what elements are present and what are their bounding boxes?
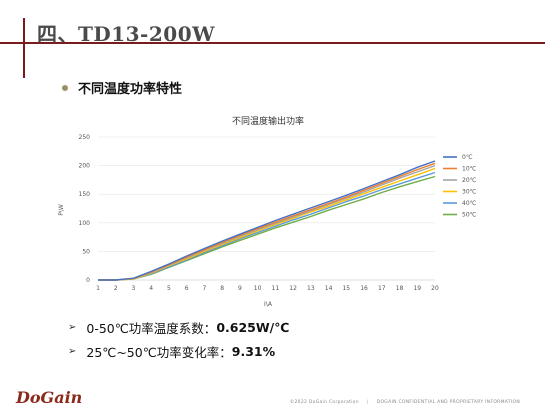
- section-bullet: 不同温度功率特性: [62, 78, 182, 97]
- x-tick-label: 4: [149, 285, 153, 292]
- legend-label: 50℃: [462, 212, 477, 219]
- x-tick-label: 8: [220, 285, 224, 292]
- chart-series: [98, 160, 436, 281]
- x-tick-label: 12: [289, 285, 297, 292]
- x-tick-label: 20: [431, 285, 439, 292]
- x-tick-label: 7: [203, 285, 207, 292]
- footer-copyright: ©2022 DoGain Corporation: [289, 400, 359, 405]
- stat-label: 0-50℃功率温度系数：: [86, 321, 217, 336]
- stat-row-change-rate: ➢ 25℃~50℃功率变化率： 9.31%: [68, 342, 275, 361]
- stat-row-coefficient: ➢ 0-50℃功率温度系数： 0.625W/℃: [68, 318, 289, 337]
- x-tick-label: 19: [413, 285, 421, 292]
- legend-label: 30℃: [462, 189, 477, 196]
- footer-confidential: DOGAIN CONFIDENTIAL AND PROPRIETARY INFO…: [376, 400, 520, 405]
- title-accent-bar: [23, 18, 25, 78]
- y-tick-label: 0: [86, 277, 90, 284]
- x-tick-label: 1: [96, 285, 100, 292]
- x-tick-label: 17: [378, 285, 386, 292]
- footer: ©2022 DoGain Corporation | DOGAIN CONFID…: [290, 400, 520, 405]
- x-tick-label: 13: [307, 285, 315, 292]
- arrow-bullet-icon: ➢: [68, 322, 77, 333]
- y-tick-label: 150: [79, 191, 91, 198]
- x-tick-label: 6: [185, 285, 189, 292]
- y-tick-label: 250: [79, 134, 91, 141]
- x-tick-label: 11: [272, 285, 280, 292]
- footer-separator: |: [366, 400, 369, 405]
- x-tick-label: 14: [325, 285, 333, 292]
- x-tick-label: 9: [238, 285, 242, 292]
- x-tick-label: 18: [396, 285, 404, 292]
- x-tick-label: 5: [167, 285, 171, 292]
- x-tick-label: 3: [132, 285, 136, 292]
- bullet-dot-icon: [62, 84, 68, 91]
- company-logo: DoGain: [16, 388, 83, 407]
- arrow-bullet-icon: ➢: [68, 346, 77, 357]
- chart-title: 不同温度输出功率: [232, 115, 304, 127]
- x-axis-label: I\A: [264, 301, 273, 308]
- legend-label: 0℃: [462, 154, 473, 161]
- legend-label: 20℃: [462, 177, 477, 184]
- stat-value: 0.625W/℃: [216, 320, 290, 335]
- y-tick-labels: 0 50 100 150 200 250: [79, 134, 91, 284]
- x-tick-label: 10: [254, 285, 262, 292]
- y-tick-label: 100: [79, 220, 91, 227]
- section-heading: 不同温度功率特性: [78, 82, 183, 97]
- stat-label: 25℃~50℃功率变化率：: [86, 345, 232, 360]
- x-tick-label: 15: [342, 285, 350, 292]
- legend-label: 10℃: [462, 166, 477, 173]
- title-underline: [0, 42, 545, 44]
- x-tick-label: 16: [360, 285, 368, 292]
- series-line: [98, 160, 436, 281]
- chart-legend: 0℃ 10℃ 20℃ 30℃ 40℃ 50℃: [443, 154, 477, 219]
- y-axis-label: P\W: [58, 204, 65, 216]
- y-tick-label: 200: [79, 163, 91, 170]
- x-tick-label: 2: [114, 285, 118, 292]
- legend-label: 40℃: [462, 200, 477, 207]
- x-tick-labels: 1 2 3 4 5 6 7 8 9 10 11 12 13 14 15 16 17 18 19 20: [96, 285, 439, 292]
- y-tick-label: 50: [82, 248, 90, 255]
- stat-value: 9.31%: [231, 344, 276, 359]
- page-title: 四、TD13-200W: [37, 22, 216, 46]
- chart-grid: [98, 136, 435, 281]
